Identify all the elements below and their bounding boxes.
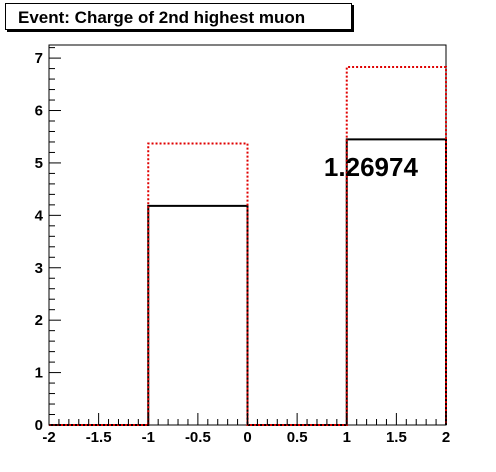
y-tick-label: 0 <box>35 417 43 434</box>
y-tick-label: 1 <box>35 365 43 382</box>
x-tick-label: 0.5 <box>287 429 308 446</box>
x-tick-label: -1 <box>142 429 155 446</box>
annotation-layer: 1.26974 <box>324 152 419 182</box>
x-tick-label: -0.5 <box>185 429 211 446</box>
histogram-line-0 <box>49 138 447 426</box>
y-tick-label: 3 <box>35 260 43 277</box>
x-tick-label: -1.5 <box>86 429 112 446</box>
annotation-value: 1.26974 <box>324 152 419 182</box>
histogram-series <box>49 66 447 426</box>
x-tick-label: -2 <box>42 429 55 446</box>
x-tick-label: 1 <box>343 429 351 446</box>
y-tick-label: 4 <box>35 207 44 224</box>
x-tick-label: 1.5 <box>386 429 407 446</box>
x-tick-label: 0 <box>243 429 251 446</box>
chart-title: Event: Charge of 2nd highest muon <box>18 8 306 27</box>
chart-title-box: Event: Charge of 2nd highest muon <box>5 3 352 30</box>
y-tick-label: 7 <box>35 50 43 67</box>
x-tick-label: 2 <box>442 429 450 446</box>
axis-ticks <box>48 47 447 426</box>
axis-tick-labels: -2 -1.5 -1 -0.5 0 0.5 1 1.5 2 0 1 2 3 4 5 6 7 <box>35 50 451 446</box>
y-tick-label: 6 <box>35 103 43 120</box>
y-tick-label: 5 <box>35 155 43 172</box>
y-tick-label: 2 <box>35 312 43 329</box>
